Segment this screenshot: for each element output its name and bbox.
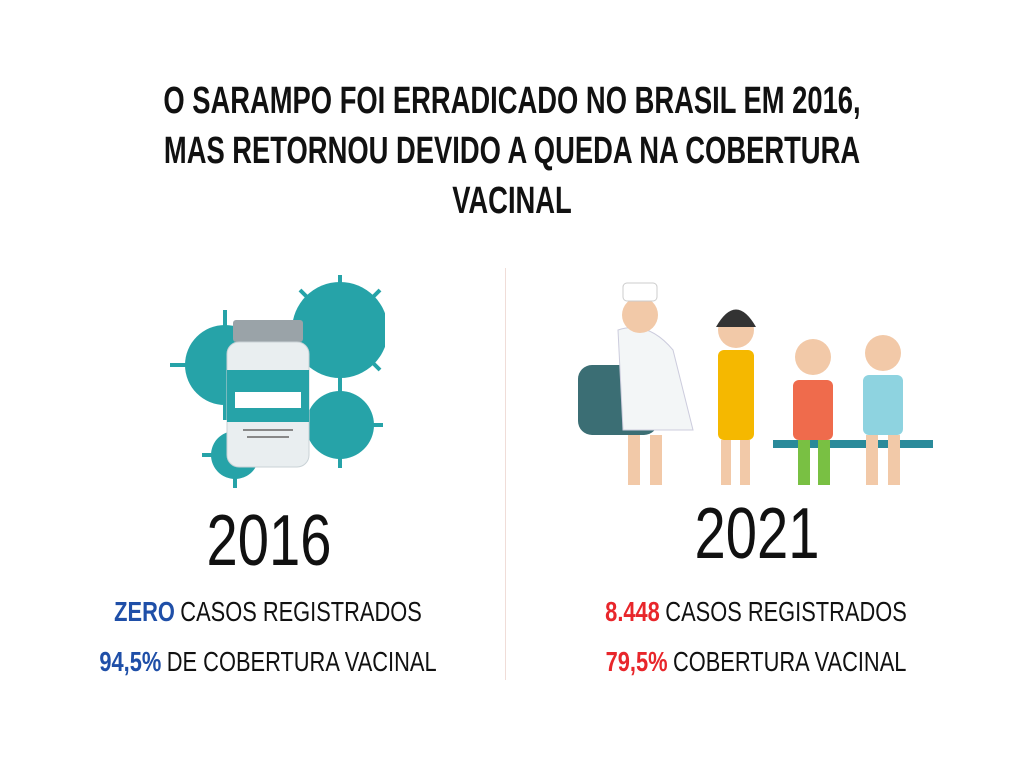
stat-line: ZERO CASOS REGISTRADOS — [73, 596, 463, 628]
stat-text: CASOS REGISTRADOS — [665, 596, 907, 627]
stat-text: CASOS REGISTRADOS — [180, 596, 422, 627]
title-line: MAS RETORNOU DEVIDO A QUEDA NA COBERTURA — [163, 130, 861, 172]
year: 2016 — [206, 501, 332, 581]
vaccine-illustration — [170, 275, 385, 488]
stat-highlight: 79,5% — [605, 646, 668, 677]
stat-line: 8.448 CASOS REGISTRADOS — [561, 596, 951, 628]
stat-highlight: ZERO — [114, 596, 175, 627]
title-line: O SARAMPO FOI ERRADICADO NO BRASIL EM 20… — [163, 80, 861, 122]
title-line: VACINAL — [452, 180, 572, 222]
stat-highlight: 8.448 — [605, 596, 660, 627]
clinic-illustration — [578, 282, 933, 485]
divider — [505, 268, 506, 680]
stat-text: COBERTURA VACINAL — [672, 646, 907, 677]
year: 2021 — [694, 494, 820, 574]
stat-line: 79,5% COBERTURA VACINAL — [561, 646, 951, 678]
stat-line: 94,5% DE COBERTURA VACINAL — [73, 646, 463, 678]
stat-text: DE COBERTURA VACINAL — [166, 646, 437, 677]
stat-highlight: 94,5% — [99, 646, 162, 677]
